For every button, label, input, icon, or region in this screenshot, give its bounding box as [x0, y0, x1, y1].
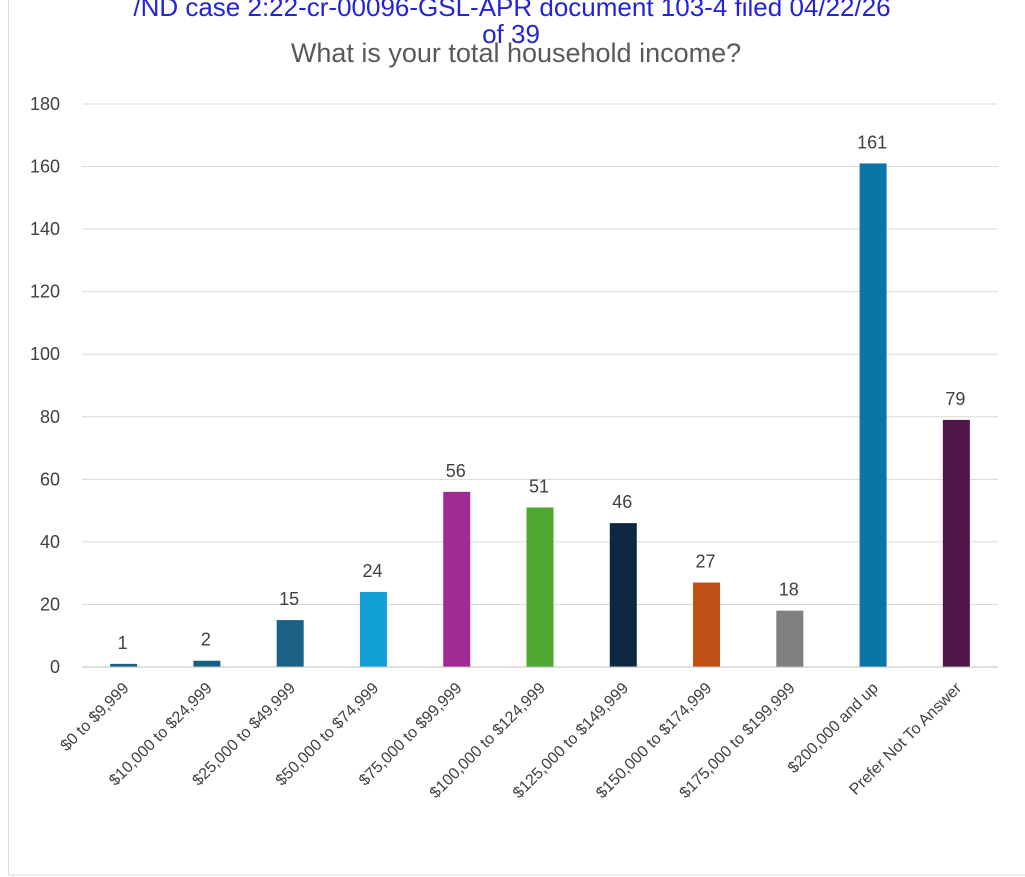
data-label: 161: [857, 132, 887, 152]
document-header-line: /ND case 2:22-cr-00096-GSL-APR document …: [133, 0, 890, 22]
bar: [359, 591, 387, 667]
x-axis-ticks: $0 to $9,999$10,000 to $24,999$25,000 to…: [58, 679, 966, 802]
y-axis-ticks: 0 20 40 60 80 100 120 140 160 180: [30, 94, 60, 677]
bars: [110, 163, 970, 667]
data-label: 24: [362, 561, 382, 581]
bar: [276, 620, 304, 667]
chart-title: What is your total household income?: [291, 38, 741, 68]
y-tick-label: 40: [40, 532, 60, 552]
bar: [110, 663, 138, 667]
bar: [609, 523, 637, 667]
bar: [693, 582, 721, 667]
data-labels: 1 2 15 24 56 51 46 27 18 161 79: [118, 132, 966, 652]
y-tick-label: 100: [30, 344, 60, 364]
data-label: 46: [612, 492, 632, 512]
bar: [859, 163, 887, 667]
bar: [443, 491, 471, 667]
document-header-page: of 39: [482, 19, 540, 49]
bar: [526, 507, 554, 667]
data-label: 2: [201, 630, 211, 650]
y-tick-label: 80: [40, 407, 60, 427]
bar: [942, 419, 970, 667]
y-tick-label: 20: [40, 594, 60, 614]
x-tick-label: $200,000 and up: [785, 680, 882, 777]
y-tick-label: 140: [30, 219, 60, 239]
bar: [193, 660, 221, 667]
chart-frame: [8, 0, 1025, 876]
data-label: 56: [446, 461, 466, 481]
data-label: 18: [779, 580, 799, 600]
data-label: 27: [696, 552, 716, 572]
y-tick-label: 60: [40, 469, 60, 489]
gridlines: [82, 103, 998, 605]
data-label: 79: [945, 389, 965, 409]
y-tick-label: 160: [30, 157, 60, 177]
data-label: 51: [529, 476, 549, 496]
x-tick-label: $0 to $9,999: [58, 680, 133, 755]
data-label: 1: [118, 633, 128, 653]
data-label: 15: [279, 589, 299, 609]
bar: [776, 610, 804, 667]
y-tick-label: 180: [30, 94, 60, 114]
y-tick-label: 0: [50, 657, 60, 677]
y-tick-label: 120: [30, 282, 60, 302]
